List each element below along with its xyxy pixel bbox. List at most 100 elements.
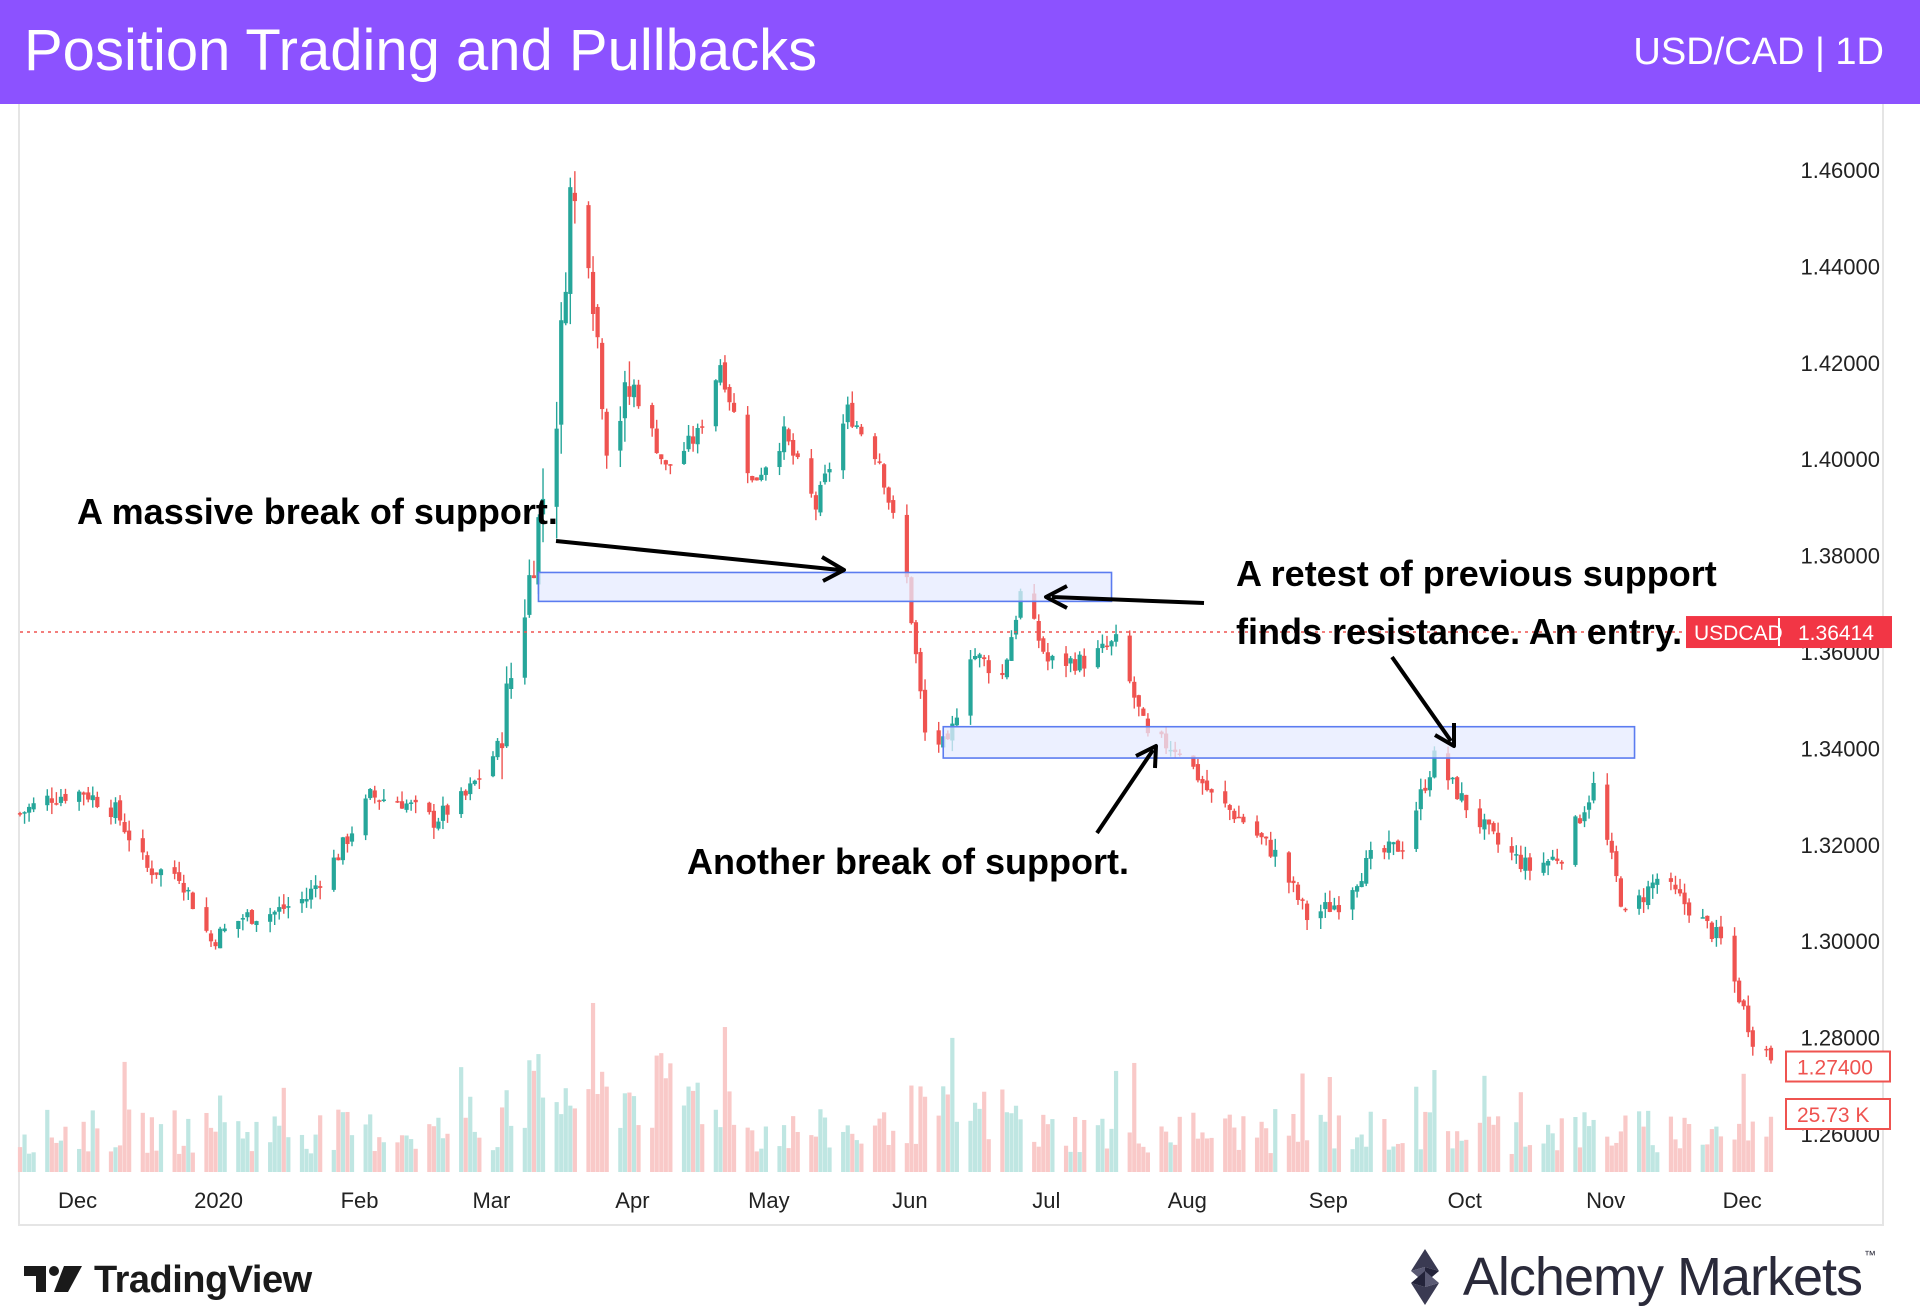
candle [1009,630,1014,661]
candle [181,874,186,901]
candle [540,468,546,543]
candle [631,379,637,408]
candle [1450,776,1455,784]
volume-bar [1332,1148,1337,1172]
candle [1750,1026,1755,1056]
candle [222,923,227,933]
candle [1100,634,1105,653]
volume-bar [413,1148,418,1172]
volume-bar [1295,1141,1301,1172]
candle [659,454,664,465]
volume-bar [204,1112,209,1172]
volume-bar [1586,1126,1592,1172]
volume-bar [1382,1119,1387,1172]
candle [1677,878,1683,897]
candle [399,791,405,809]
page-title: Position Trading and Pullbacks [24,18,818,83]
candle [1577,814,1583,824]
candle [1509,837,1514,861]
volume-bar [527,1060,532,1172]
volume-bar [1113,1070,1119,1172]
volume-bar [509,1125,514,1172]
candle [1541,852,1546,876]
volume-bar [63,1126,68,1172]
volume-bar [1177,1116,1182,1172]
candle [409,799,414,811]
candle [90,786,95,808]
candlestick-chart[interactable]: 1.460001.440001.420001.400001.380001.360… [0,0,1920,1240]
candle [1350,887,1355,921]
volume-bar [922,1096,928,1172]
candle [1673,875,1678,895]
volume-bar [299,1134,305,1172]
support-zone[interactable] [537,571,1113,603]
annotation-arrow-massive-break [555,539,846,583]
candle [559,302,564,454]
candle [372,785,377,804]
candle [299,891,305,913]
volume-bar [1336,1115,1342,1172]
volume-bar [336,1109,341,1172]
candle [1609,832,1614,860]
candle [731,393,737,413]
candle [1136,694,1141,717]
volume-bar [945,1094,950,1172]
alchemy-markets-logo: Alchemy Markets ™ [1399,1244,1876,1310]
volume-bar [1741,1073,1746,1172]
candle [336,853,341,861]
candle [413,795,418,814]
candle [904,504,909,584]
candle [1095,640,1100,669]
annotation-arrow-another-break [1095,744,1158,835]
y-tick-label: 1.44000 [1800,254,1880,279]
volume-bar [1668,1116,1674,1172]
candle [318,880,323,900]
symbol-timeframe: USD/CAD | 1D [1633,31,1884,73]
candle [1423,779,1428,794]
volume-bar [786,1148,791,1172]
volume-bar [1768,1116,1774,1172]
volume-bar [236,1121,241,1172]
candle [286,897,291,919]
volume-bar [781,1125,787,1172]
candle [777,442,782,476]
svg-text:1.36414: 1.36414 [1798,622,1874,645]
volume-bar [1746,1140,1751,1172]
support-zone[interactable] [942,725,1636,759]
candle [1327,890,1332,913]
candle [108,799,114,825]
volume-bar [477,1137,482,1172]
candle [249,909,255,925]
candle [590,256,596,331]
volume-bar [1395,1143,1401,1172]
volume-bar [1032,1141,1037,1172]
volume-bar [1355,1137,1360,1172]
volume-bar [1705,1144,1710,1172]
volume-bar [977,1108,982,1172]
volume-bar [286,1137,291,1172]
volume-bar [1459,1140,1464,1172]
volume-bar [1077,1152,1082,1172]
volume-bar [1614,1142,1619,1172]
candle [1264,836,1269,846]
candle [1063,646,1069,678]
candle [922,679,928,741]
volume-bar [1582,1112,1587,1172]
volume-bar [1195,1138,1201,1172]
volume-bar [791,1116,796,1172]
volume-bar [245,1132,250,1172]
volume-bar [208,1127,214,1172]
volume-bar [1291,1113,1296,1172]
candle [654,419,659,454]
x-tick-label: Jul [1032,1188,1060,1213]
candle [1227,803,1232,821]
volume-bar [1259,1121,1264,1172]
candle [1359,873,1364,888]
volume-bar [113,1147,118,1172]
candle [1741,999,1746,1010]
x-tick-label: Sep [1309,1188,1348,1213]
volume-bar [431,1126,436,1172]
volume-bar [363,1124,368,1172]
volume-bar [409,1139,414,1172]
candle [1300,897,1305,910]
